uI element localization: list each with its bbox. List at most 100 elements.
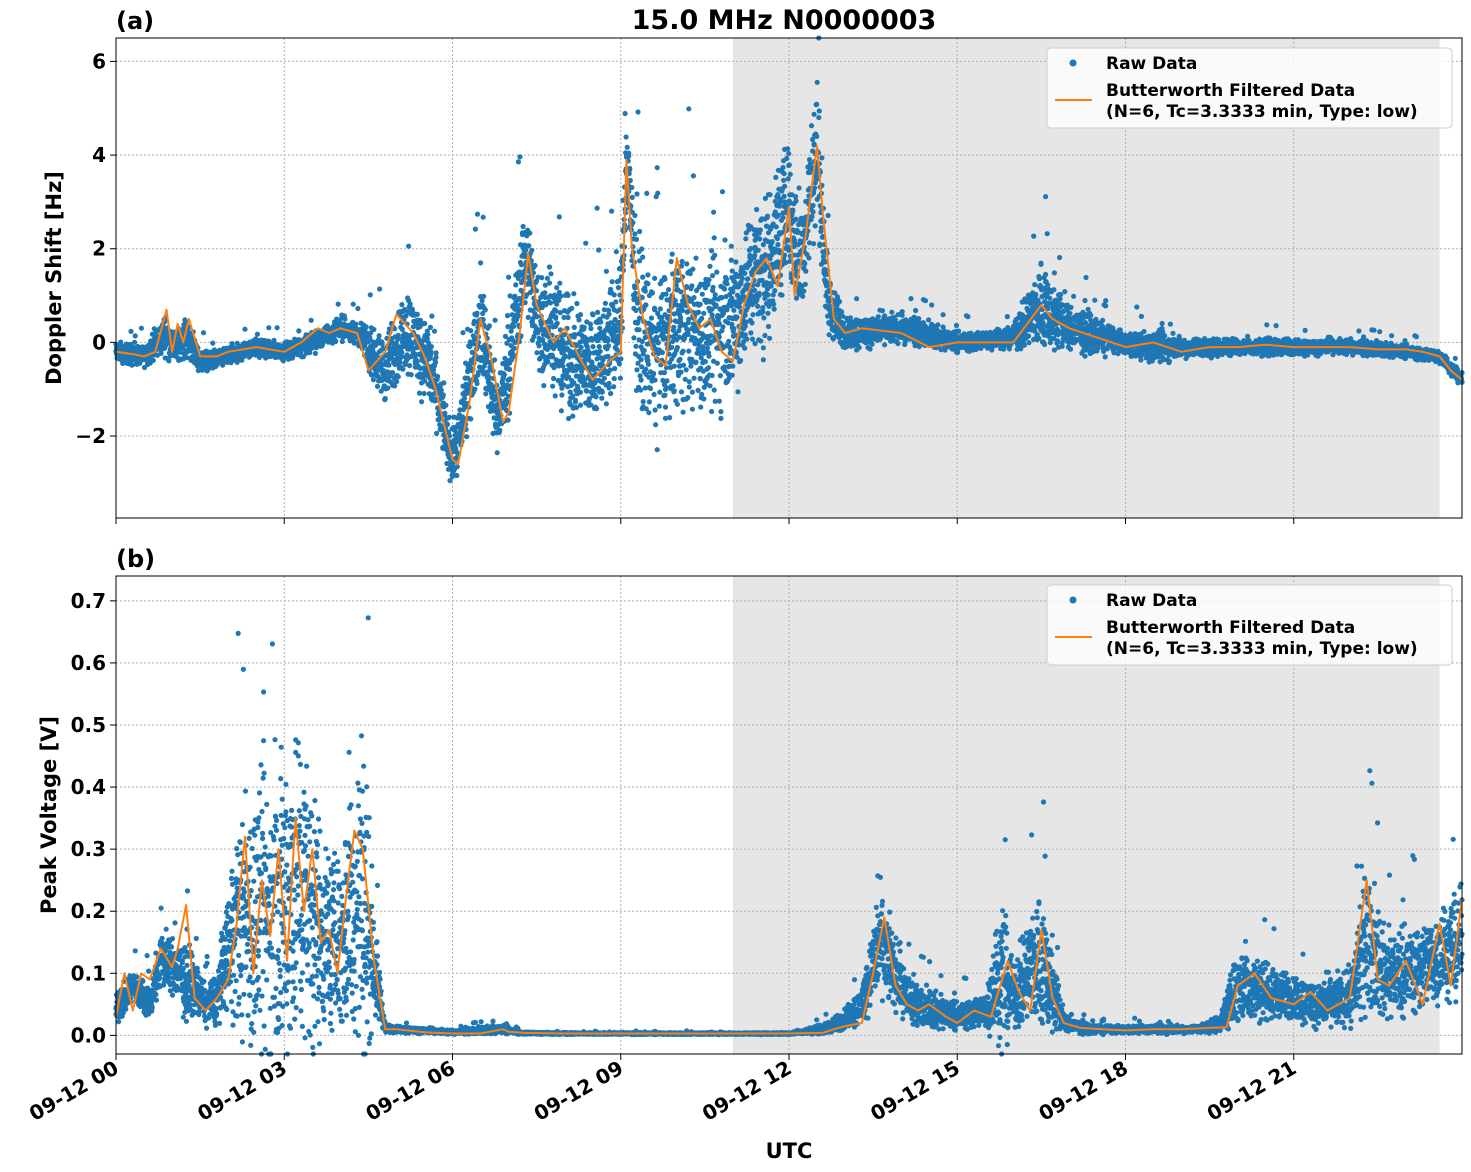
- panel-a-raw-point: [662, 276, 668, 282]
- panel-a-raw-point: [478, 260, 484, 266]
- panel-a-raw-point: [482, 307, 488, 313]
- panel-a-raw-point: [511, 345, 517, 351]
- panel-a-raw-point: [590, 344, 596, 350]
- panel-a-raw-point: [655, 190, 661, 196]
- panel-a-raw-point: [739, 275, 745, 281]
- panel-a-raw-point: [632, 212, 638, 219]
- panel-a-raw-point: [395, 374, 401, 380]
- panel-a-raw-point: [431, 328, 438, 334]
- panel-a-raw-point: [595, 309, 601, 315]
- panel-a-raw-point: [640, 274, 646, 280]
- panel-a-raw-point: [781, 171, 787, 177]
- panel-a-raw-point: [922, 298, 929, 304]
- panel-a-raw-point: [632, 231, 638, 237]
- panel-a-raw-point: [908, 296, 914, 302]
- panel-a-raw-point: [622, 110, 628, 117]
- panel-a-raw-point: [867, 346, 873, 352]
- panel-a-raw-point: [416, 390, 423, 396]
- panel-a-raw-point: [553, 315, 559, 321]
- panel-a-raw-point: [742, 345, 748, 351]
- panel-a-raw-point: [602, 300, 609, 306]
- panel-a-raw-point: [635, 109, 641, 115]
- panel-a-raw-point: [132, 333, 138, 339]
- panel-a-raw-point: [494, 450, 500, 456]
- panel-a-raw-point: [882, 342, 888, 348]
- panel-a-raw-point: [707, 263, 713, 269]
- panel-a-raw-point: [386, 362, 392, 368]
- panel-a-raw-point: [699, 315, 705, 321]
- panel-a-raw-point: [536, 343, 542, 349]
- panel-a-raw-point: [711, 235, 717, 241]
- panel-a-raw-point: [480, 214, 486, 220]
- panel-a-raw-point: [668, 258, 674, 265]
- panel-a-raw-point: [643, 302, 649, 308]
- panel-a-raw-point: [546, 280, 553, 286]
- panel-a-raw-point: [129, 362, 135, 368]
- panel-a-raw-point: [605, 353, 611, 359]
- panel-a-raw-point: [767, 335, 773, 341]
- panel-a-raw-point: [752, 287, 758, 293]
- panel-a-raw-point: [603, 268, 610, 274]
- panel-a-raw-point: [150, 357, 156, 363]
- panel-a-raw-point: [479, 298, 485, 304]
- panel-a-raw-point: [464, 434, 470, 440]
- panel-a-raw-point: [333, 338, 339, 344]
- panel-a-raw-point: [728, 257, 734, 263]
- panel-a-raw-point: [574, 300, 580, 307]
- panel-a-raw-point: [632, 290, 639, 296]
- panel-a-raw-point: [737, 299, 743, 305]
- panel-a-raw-point: [254, 331, 260, 337]
- panel-a-raw-point: [812, 223, 818, 229]
- panel-a-raw-point: [704, 345, 711, 351]
- panel-a-raw-point: [882, 313, 888, 319]
- panel-a-raw-point: [544, 275, 551, 281]
- panel-a-raw-point: [913, 307, 919, 314]
- panel-a-raw-point: [680, 348, 686, 354]
- panel-a-raw-point: [312, 350, 318, 356]
- panel-a-raw-point: [693, 359, 699, 365]
- panel-a-raw-point: [599, 389, 605, 395]
- panel-a-raw-point: [686, 348, 692, 354]
- panel-a-raw-point: [662, 392, 668, 398]
- panel-a-raw-point: [526, 243, 532, 249]
- panel-a-raw-point: [407, 363, 413, 369]
- panel-a-raw-point: [678, 289, 684, 295]
- panel-a-raw-point: [731, 307, 737, 313]
- panel-a-raw-point: [407, 301, 413, 307]
- panel-a-raw-point: [557, 280, 563, 286]
- panel-a-raw-point: [699, 391, 705, 397]
- panel-a-raw-point: [633, 236, 640, 242]
- panel-a-raw-point: [363, 324, 369, 330]
- panel-a-raw-point: [926, 317, 932, 323]
- panel-a-raw-point: [654, 165, 660, 171]
- panel-a-raw-point: [709, 312, 715, 318]
- panel-a-raw-point: [667, 415, 673, 421]
- panel-a-raw-point: [695, 387, 701, 393]
- panel-a-raw-point: [454, 464, 460, 470]
- panel-a-raw-point: [705, 365, 712, 371]
- panel-a-raw-point: [640, 399, 646, 405]
- panel-a-raw-point: [645, 361, 652, 367]
- panel-a-raw-point: [606, 380, 612, 387]
- panel-a-raw-point: [608, 390, 614, 397]
- panel-a-raw-point: [501, 372, 507, 378]
- panel-a-raw-point: [773, 224, 779, 230]
- panel-a-raw-point: [308, 317, 314, 323]
- panel-a-raw-point: [335, 301, 341, 307]
- panel-a-raw-point: [768, 283, 774, 289]
- panel-a-raw-point: [686, 384, 692, 390]
- panel-a-raw-point: [757, 236, 763, 242]
- panel-a-raw-point: [587, 321, 594, 327]
- panel-a-raw-point: [953, 322, 960, 329]
- panel-a-raw-point: [760, 345, 767, 351]
- panel-a-raw-point: [765, 310, 771, 316]
- panel-a-raw-point: [714, 360, 720, 366]
- panel-a-raw-point: [775, 242, 781, 248]
- panel-a-raw-point: [712, 252, 718, 258]
- panel-a-raw-point: [724, 281, 730, 287]
- panel-a-raw-point: [611, 376, 617, 382]
- panel-a-raw-point: [623, 134, 629, 140]
- panel-a-raw-point: [792, 194, 799, 200]
- panel-a-raw-point: [889, 309, 895, 315]
